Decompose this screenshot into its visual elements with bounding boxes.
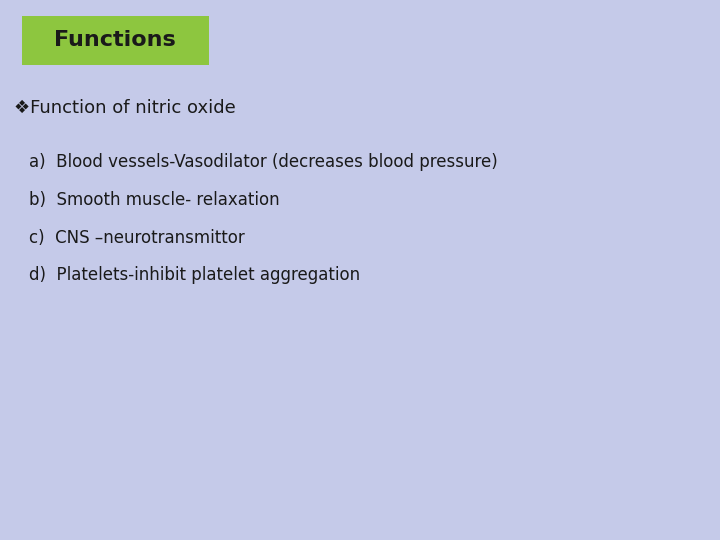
Text: Functions: Functions bbox=[54, 30, 176, 51]
Text: d)  Platelets-inhibit platelet aggregation: d) Platelets-inhibit platelet aggregatio… bbox=[29, 266, 360, 285]
Text: c)  CNS –neurotransmittor: c) CNS –neurotransmittor bbox=[29, 228, 245, 247]
FancyBboxPatch shape bbox=[22, 16, 209, 65]
Text: a)  Blood vessels-Vasodilator (decreases blood pressure): a) Blood vessels-Vasodilator (decreases … bbox=[29, 153, 498, 171]
Text: b)  Smooth muscle- relaxation: b) Smooth muscle- relaxation bbox=[29, 191, 279, 209]
Text: ❖Function of nitric oxide: ❖Function of nitric oxide bbox=[14, 99, 236, 117]
